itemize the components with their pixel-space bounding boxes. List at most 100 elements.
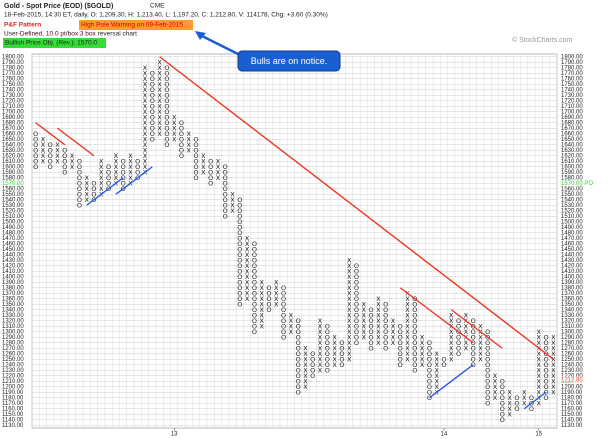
box-glyph: O	[223, 185, 228, 193]
box-glyph: X	[128, 174, 133, 182]
box-glyph: X	[274, 295, 279, 303]
box-glyph: X	[391, 322, 396, 330]
y-tick-label-right: 1750.00	[561, 82, 583, 88]
y-tick-label-right: 1330.00	[561, 313, 583, 319]
y-tick-label-right: 1250.00	[561, 357, 583, 363]
box-glyph: X	[157, 113, 162, 121]
box-glyph: O	[223, 168, 228, 176]
box-glyph: X	[362, 333, 367, 341]
box-glyph: X	[551, 388, 556, 396]
trendline	[159, 56, 554, 360]
box-glyph: O	[354, 311, 359, 319]
box-glyph: X	[245, 273, 250, 281]
box-glyph: O	[325, 361, 330, 369]
box-glyph: O	[471, 344, 476, 352]
box-glyph: O	[150, 113, 155, 121]
box-glyph: O	[223, 179, 228, 187]
box-glyph: O	[237, 240, 242, 248]
box-glyph: O	[544, 366, 549, 374]
box-glyph: X	[274, 284, 279, 292]
box-glyph: O	[383, 306, 388, 314]
box-glyph: O	[412, 333, 417, 341]
y-tick-label-left: 1380.00	[2, 285, 24, 291]
box-glyph: X	[143, 152, 148, 160]
box-glyph: O	[48, 163, 53, 171]
box-glyph: X	[216, 163, 221, 171]
box-glyph: O	[150, 91, 155, 99]
box-glyph: O	[369, 311, 374, 319]
box-glyph: O	[281, 300, 286, 308]
box-glyph: X	[245, 295, 250, 303]
y-tick-label-right: 1320.00	[561, 318, 583, 324]
y-tick-label-left: 1800.00	[2, 54, 24, 60]
box-glyph: O	[427, 339, 432, 347]
box-glyph: O	[135, 157, 140, 165]
box-glyph: X	[274, 300, 279, 308]
y-tick-label-left: 1220.00	[2, 373, 24, 379]
last-price-label-bg	[559, 376, 599, 383]
box-glyph: O	[252, 311, 257, 319]
box-glyph: X	[84, 185, 89, 193]
box-glyph: X	[172, 135, 177, 143]
box-glyph: O	[77, 201, 82, 209]
box-glyph: X	[318, 322, 323, 330]
box-glyph: O	[91, 190, 96, 198]
box-glyph: O	[383, 322, 388, 330]
y-tick-label-right: 1730.00	[561, 93, 583, 99]
box-glyph: O	[296, 388, 301, 396]
box-glyph: O	[194, 168, 199, 176]
box-glyph: X	[114, 163, 119, 171]
box-glyph: O	[500, 394, 505, 402]
objective-note: Bullish Price Obj. (Rev.): 1570.0	[5, 40, 97, 47]
box-glyph: O	[237, 256, 242, 264]
y-tick-label-right: 1530.00	[561, 203, 583, 209]
box-glyph: O	[383, 333, 388, 341]
box-glyph: X	[143, 75, 148, 83]
box-glyph: X	[449, 355, 454, 363]
box-glyph: X	[259, 311, 264, 319]
box-glyph: O	[441, 361, 446, 369]
y-tick-label-left: 1770.00	[2, 71, 24, 77]
box-glyph: X	[551, 377, 556, 385]
box-glyph: O	[398, 361, 403, 369]
y-tick-label-left: 1410.00	[2, 269, 24, 275]
box-glyph: X	[157, 102, 162, 110]
box-glyph: O	[296, 317, 301, 325]
pattern-label: P&F Pattern	[4, 22, 41, 29]
box-glyph: O	[179, 119, 184, 127]
box-glyph: O	[106, 163, 111, 171]
box-glyph: X	[143, 124, 148, 132]
box-glyph: O	[150, 97, 155, 105]
last-price-label: 1212.80	[561, 377, 583, 383]
box-glyph: O	[164, 102, 169, 110]
box-glyph: O	[164, 69, 169, 77]
box-glyph: X	[201, 157, 206, 165]
settings: User-Defined, 10.0 pt/box 3 box reversal…	[4, 31, 137, 38]
box-glyph: O	[266, 300, 271, 308]
box-glyph: O	[33, 157, 38, 165]
box-glyph: X	[376, 300, 381, 308]
box-glyph: O	[252, 240, 257, 248]
box-glyph: X	[128, 157, 133, 165]
box-glyph: X	[114, 174, 119, 182]
y-tick-label-left: 1330.00	[2, 313, 24, 319]
box-glyph: X	[507, 394, 512, 402]
box-glyph: O	[456, 350, 461, 358]
box-glyph: O	[266, 289, 271, 297]
box-glyph: X	[143, 86, 148, 94]
box-glyph: O	[179, 141, 184, 149]
box-glyph: O	[456, 344, 461, 352]
box-glyph: O	[150, 69, 155, 77]
box-glyph: X	[362, 311, 367, 319]
box-glyph: X	[274, 278, 279, 286]
box-glyph: X	[84, 190, 89, 198]
box-glyph: X	[551, 383, 556, 391]
box-glyph: O	[77, 190, 82, 198]
y-tick-label-right: 1740.00	[561, 87, 583, 93]
y-tick-label-right: 1420.00	[561, 263, 583, 269]
box-glyph: X	[318, 344, 323, 352]
box-glyph: X	[55, 146, 60, 154]
box-glyph: X	[376, 311, 381, 319]
